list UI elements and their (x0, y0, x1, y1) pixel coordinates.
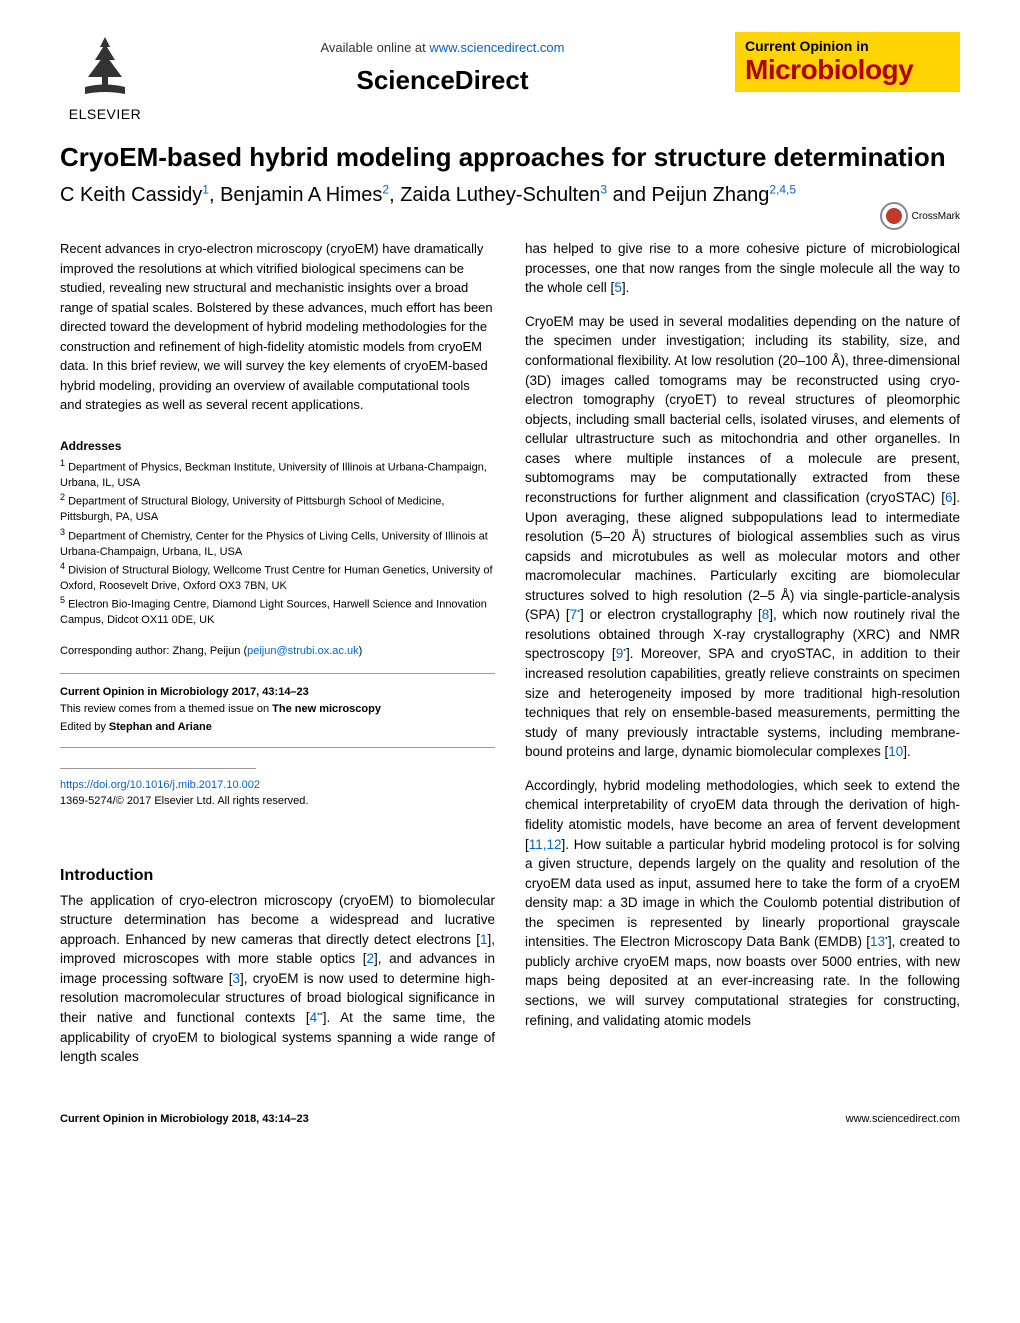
addresses-list: 1 Department of Physics, Beckman Institu… (60, 457, 495, 629)
elsevier-tree-icon (70, 32, 140, 102)
corresponding-label: Corresponding author: Zhang, Peijun ( (60, 645, 247, 657)
introduction-left-para: The application of cryo-electron microsc… (60, 891, 495, 1067)
journal-badge: Current Opinion in Microbiology (735, 32, 960, 92)
ref-link[interactable]: 6 (945, 490, 953, 505)
article-title: CryoEM-based hybrid modeling approaches … (60, 142, 960, 173)
ref-link[interactable]: 7• (570, 607, 580, 622)
center-header: Available online at www.sciencedirect.co… (150, 32, 735, 96)
doi-line: https://doi.org/10.1016/j.mib.2017.10.00… (60, 779, 495, 791)
left-column: Recent advances in cryo-electron microsc… (60, 239, 495, 1081)
address-item: 3 Department of Chemistry, Center for th… (60, 526, 495, 560)
footer-left: Current Opinion in Microbiology 2018, 43… (60, 1113, 309, 1125)
ref-link[interactable]: 2 (366, 951, 374, 966)
page-header: ELSEVIER Available online at www.science… (60, 32, 960, 122)
footer-citation: Current Opinion in Microbiology 2018, 43… (60, 1113, 309, 1125)
crossmark-label: CrossMark (912, 211, 960, 222)
addresses-heading: Addresses (60, 439, 495, 453)
divider-rule (60, 768, 256, 769)
ref-link[interactable]: 11,12 (529, 837, 562, 852)
corresponding-author: Corresponding author: Zhang, Peijun (pei… (60, 645, 495, 657)
ref-link[interactable]: 1 (480, 932, 488, 947)
corresponding-suffix: ) (359, 645, 363, 657)
ref-link[interactable]: 8 (762, 607, 770, 622)
sciencedirect-link[interactable]: www.sciencedirect.com (429, 40, 564, 55)
footer-right: www.sciencedirect.com (846, 1113, 960, 1125)
journal-top-line: Current Opinion in (745, 38, 950, 54)
introduction-heading: Introduction (60, 867, 495, 885)
abstract: Recent advances in cryo-electron microsc… (60, 239, 495, 415)
ref-link[interactable]: 10 (888, 744, 903, 759)
ref-link[interactable]: 5 (614, 280, 622, 295)
corresponding-email[interactable]: peijun@strubi.ox.ac.uk (247, 645, 358, 657)
themed-prefix: This review comes from a themed issue on (60, 703, 272, 715)
ref-link[interactable]: 9• (616, 646, 626, 661)
address-item: 2 Department of Structural Biology, Univ… (60, 491, 495, 525)
ref-link[interactable]: 3 (233, 971, 241, 986)
ref-link[interactable]: 4•• (310, 1010, 323, 1025)
citation: Current Opinion in Microbiology 2017, 43… (60, 686, 309, 698)
right-body: has helped to give rise to a more cohesi… (525, 239, 960, 1030)
authors: C Keith Cassidy1, Benjamin A Himes2, Zai… (60, 181, 960, 209)
sciencedirect-heading: ScienceDirect (150, 65, 735, 96)
meta-box: Current Opinion in Microbiology 2017, 43… (60, 673, 495, 748)
address-item: 1 Department of Physics, Beckman Institu… (60, 457, 495, 491)
doi-link[interactable]: https://doi.org/10.1016/j.mib.2017.10.00… (60, 779, 260, 791)
address-item: 5 Electron Bio-Imaging Centre, Diamond L… (60, 594, 495, 628)
two-column-body: Recent advances in cryo-electron microsc… (60, 239, 960, 1081)
title-block: CryoEM-based hybrid modeling approaches … (60, 142, 960, 209)
address-item: 4 Division of Structural Biology, Wellco… (60, 560, 495, 594)
crossmark-icon (880, 202, 908, 230)
elsevier-text: ELSEVIER (69, 106, 141, 122)
edited-prefix: Edited by (60, 721, 109, 733)
ref-link[interactable]: 13• (870, 934, 888, 949)
available-prefix: Available online at (320, 40, 429, 55)
available-online: Available online at www.sciencedirect.co… (150, 40, 735, 55)
elsevier-logo: ELSEVIER (60, 32, 150, 122)
copyright-line: 1369-5274/© 2017 Elsevier Ltd. All right… (60, 795, 495, 807)
crossmark-badge[interactable]: CrossMark (880, 202, 960, 230)
themed-issue: The new microscopy (272, 703, 381, 715)
editors: Stephan and Ariane (109, 721, 212, 733)
right-column: has helped to give rise to a more cohesi… (525, 239, 960, 1081)
journal-name: Microbiology (745, 54, 950, 86)
page-footer: Current Opinion in Microbiology 2018, 43… (60, 1105, 960, 1125)
